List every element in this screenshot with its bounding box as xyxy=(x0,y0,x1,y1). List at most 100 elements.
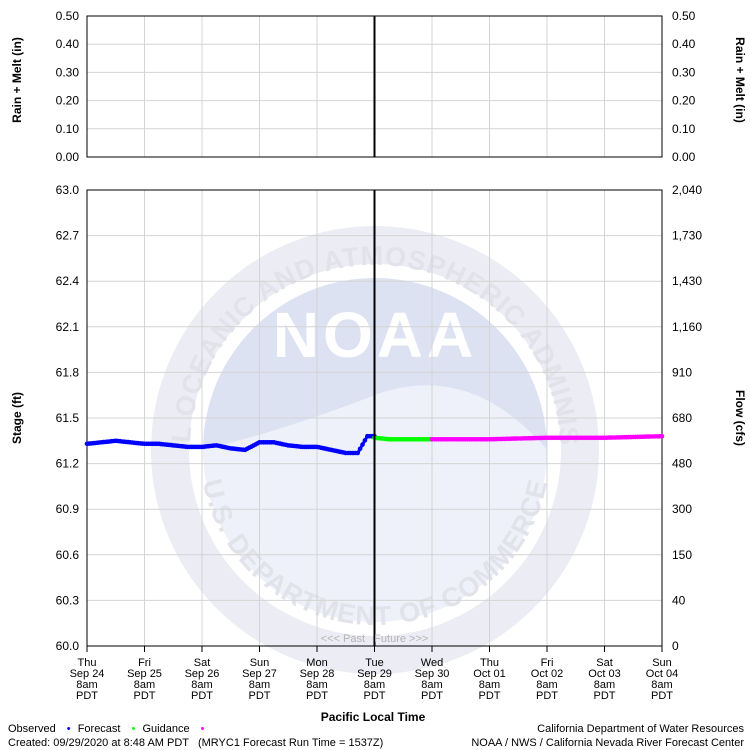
legend-observed-label: Observed xyxy=(8,723,56,735)
flow-tick-label: 680 xyxy=(672,411,692,425)
stage-tick-label: 62.4 xyxy=(56,274,80,288)
date-tick-line: Mon xyxy=(306,657,327,669)
date-tick-line: 8am xyxy=(651,679,672,691)
observed-point xyxy=(360,442,365,447)
stage-tick-label: 60.0 xyxy=(56,639,80,653)
date-tick-line: PDT xyxy=(249,690,271,702)
legend-observed-marker: • xyxy=(66,723,71,735)
observed-point xyxy=(357,446,363,452)
date-tick-line: 8am xyxy=(249,679,270,691)
legend-guidance-label: Guidance xyxy=(142,723,190,735)
precip-right-tick-label: 0.10 xyxy=(672,122,696,136)
stage-tick-label: 62.1 xyxy=(56,320,80,334)
date-tick-line: Oct 04 xyxy=(646,668,678,680)
date-tick-line: Tue xyxy=(365,657,384,669)
date-tick-label: Thu Sep 24 8am PDT xyxy=(70,657,105,702)
date-tick-line: PDT xyxy=(364,690,386,702)
date-tick-line: 8am xyxy=(76,679,97,691)
date-tick-line: Sep 28 xyxy=(300,668,335,680)
date-tick-line: Sep 29 xyxy=(357,668,392,680)
precip-right-tick-label: 0.40 xyxy=(672,37,696,51)
legend: Observed • Forecast • Guidance • xyxy=(8,723,204,735)
date-tick-line: PDT xyxy=(134,690,156,702)
date-tick-line: 8am xyxy=(421,679,442,691)
date-tick-line: PDT xyxy=(651,690,673,702)
date-tick-line: Sep 26 xyxy=(185,668,220,680)
series-layer xyxy=(84,433,665,456)
flow-tick-label: 910 xyxy=(672,365,692,379)
precip-left-tick-label: 0.00 xyxy=(56,150,80,164)
precip-right-tick-label: 0.00 xyxy=(672,150,696,164)
stage-tick-label: 60.9 xyxy=(56,502,80,516)
agency-line-1: California Department of Water Resources xyxy=(537,723,744,735)
stage-tick-label: 61.5 xyxy=(56,411,80,425)
date-tick-line: Oct 02 xyxy=(531,668,563,680)
stage-tick-label: 61.8 xyxy=(56,365,80,379)
stage-axis-title: Stage (ft) xyxy=(10,392,24,444)
flow-tick-label: 480 xyxy=(672,457,692,471)
date-tick-line: Sat xyxy=(194,657,211,669)
date-tick-line: 8am xyxy=(594,679,615,691)
flow-axis-title: Flow (cfs) xyxy=(733,390,747,446)
legend-forecast-marker: • xyxy=(131,723,136,735)
flow-tick-label: 150 xyxy=(672,548,692,562)
date-tick-label: Sat Sep 26 8am PDT xyxy=(185,657,220,702)
date-tick-label: Mon Sep 28 8am PDT xyxy=(300,657,335,702)
date-tick-line: PDT xyxy=(594,690,616,702)
date-tick-line: Thu xyxy=(78,657,97,669)
date-tick-line: Oct 03 xyxy=(588,668,620,680)
date-tick-line: Sep 25 xyxy=(127,668,162,680)
date-tick-line: 8am xyxy=(134,679,155,691)
date-tick-label: Fri Oct 02 8am PDT xyxy=(531,657,563,702)
date-tick-label: Sun Oct 04 8am PDT xyxy=(646,657,678,702)
date-tick-line: Sun xyxy=(250,657,270,669)
date-tick-line: 8am xyxy=(536,679,557,691)
stage-tick-label: 61.2 xyxy=(56,457,80,471)
precip-right-tick-label: 0.50 xyxy=(672,9,696,23)
date-tick-line: Sep 24 xyxy=(70,668,105,680)
precip-left-tick-label: 0.30 xyxy=(56,65,80,79)
date-tick-line: Fri xyxy=(541,657,554,669)
stage-tick-label: 62.7 xyxy=(56,229,80,243)
precip-right-tick-label: 0.20 xyxy=(672,94,696,108)
date-tick-line: Sep 27 xyxy=(242,668,277,680)
date-tick-line: PDT xyxy=(536,690,558,702)
date-tick-line: 8am xyxy=(479,679,500,691)
stage-left-ticks: 60.0 60.3 60.6 60.9 61.2 61.5 61.8 62.1 62.4 62.7… xyxy=(56,183,80,653)
date-tick-line: Sep 30 xyxy=(415,668,450,680)
date-tick-line: 8am xyxy=(191,679,212,691)
flow-tick-label: 2,040 xyxy=(672,183,702,197)
date-tick-line: Fri xyxy=(138,657,151,669)
precip-left-tick-label: 0.40 xyxy=(56,37,80,51)
legend-guidance-marker: • xyxy=(200,723,205,735)
watermark-noaa-text: NOAA xyxy=(273,299,477,371)
precip-right-tick-label: 0.30 xyxy=(672,65,696,79)
legend-forecast-label: Forecast xyxy=(77,723,121,735)
flow-tick-label: 0 xyxy=(672,639,679,653)
flow-tick-label: 1,160 xyxy=(672,320,702,334)
precip-left-tick-label: 0.20 xyxy=(56,94,80,108)
observed-point xyxy=(362,438,368,443)
flow-tick-label: 40 xyxy=(672,593,686,607)
stage-tick-label: 60.6 xyxy=(56,548,80,562)
precip-right-ticks: 0.00 0.10 0.20 0.30 0.40 0.50 xyxy=(672,9,696,164)
date-tick-label: Sat Oct 03 8am PDT xyxy=(588,657,620,702)
past-future-label: <<< Past Future >>> xyxy=(321,633,429,645)
date-tick-line: 8am xyxy=(306,679,327,691)
date-tick-line: Wed xyxy=(421,657,443,669)
date-tick-line: PDT xyxy=(421,690,443,702)
flow-tick-label: 1,730 xyxy=(672,229,702,243)
created-timestamp: Created: 09/29/2020 at 8:48 AM PDT (MRYC… xyxy=(8,737,384,749)
date-tick-label: Fri Sep 25 8am PDT xyxy=(127,657,162,702)
observed-point xyxy=(355,450,361,456)
precip-left-tick-label: 0.10 xyxy=(56,122,80,136)
x-axis-title: Pacific Local Time xyxy=(321,710,426,724)
date-tick-line: PDT xyxy=(306,690,328,702)
date-tick-label: Tue Sep 29 8am PDT xyxy=(357,657,392,702)
agency-line-2: NOAA / NWS / California Nevada River For… xyxy=(471,737,744,749)
flow-tick-label: 1,430 xyxy=(672,274,702,288)
date-tick-line: PDT xyxy=(76,690,98,702)
stage-tick-label: 63.0 xyxy=(56,183,80,197)
